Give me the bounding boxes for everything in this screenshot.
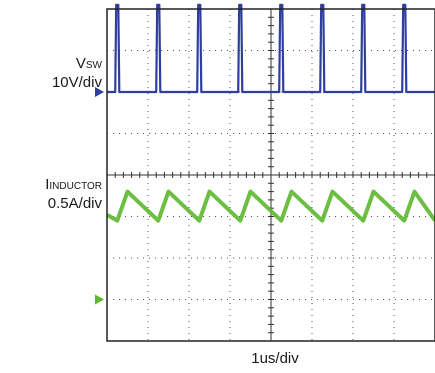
vsw-ground-marker — [95, 87, 104, 97]
inductor-ground-marker — [95, 294, 104, 305]
channel2-scale: 0.5A/div — [47, 195, 102, 212]
channel1-scale: 10V/div — [51, 74, 102, 91]
time-scale-label: 1us/div — [251, 350, 299, 367]
inductor-current-trace — [106, 189, 435, 223]
channel1-name: VSW — [75, 55, 102, 72]
channel1-label: VSW 10V/div — [52, 55, 102, 91]
vsw-trace — [107, 3, 435, 94]
channel2-label: IINDUCTOR 0.5A/div — [45, 176, 102, 212]
channel2-name: IINDUCTOR — [45, 176, 102, 193]
plot-frame — [106, 8, 435, 342]
